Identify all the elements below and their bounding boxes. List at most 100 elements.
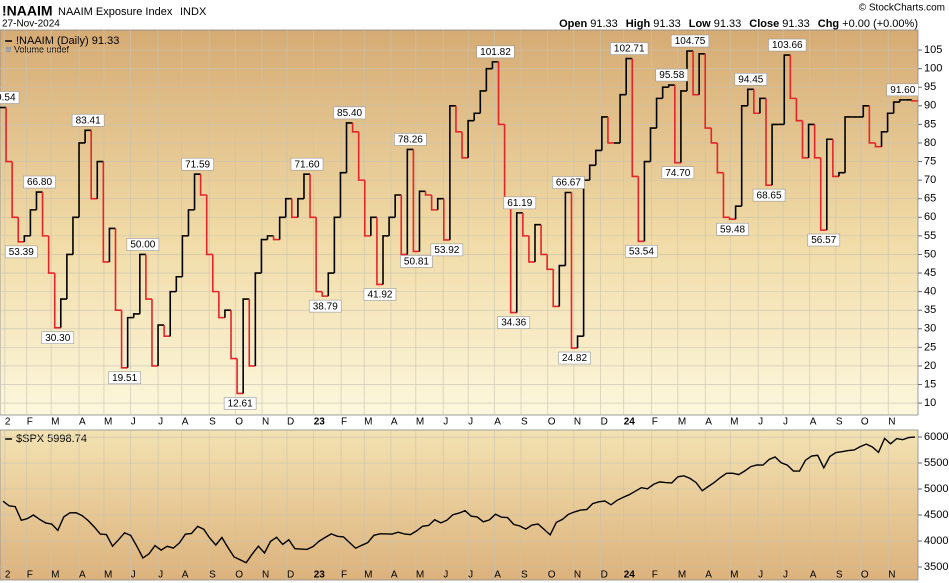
step-segment	[394, 194, 402, 218]
step-segment	[376, 217, 384, 286]
y-tick-label: 90	[924, 100, 936, 112]
step-segment	[734, 205, 742, 220]
step-segment	[807, 123, 815, 158]
data-label: 41.92	[367, 290, 392, 301]
data-label: 53.92	[434, 245, 459, 256]
label-box	[558, 351, 591, 365]
step-segment	[224, 309, 232, 318]
label-box	[430, 243, 464, 257]
x-tick-label: O	[235, 417, 243, 428]
step-segment	[291, 198, 298, 219]
step-segment	[23, 235, 31, 242]
legend-icon	[6, 47, 11, 52]
step-segment	[467, 119, 475, 158]
x-tick-label: O	[235, 570, 243, 581]
step-segment	[443, 198, 450, 241]
panel-top	[0, 29, 919, 416]
x-tick-label: A	[705, 570, 712, 581]
step-segment	[661, 86, 669, 99]
step-segment	[41, 192, 49, 237]
credit: © StockCharts.com	[859, 3, 945, 14]
x-tick-label: F	[27, 570, 33, 581]
x-tick-label: M	[730, 417, 738, 428]
x-tick-label: 23	[314, 570, 326, 581]
step-segment	[643, 160, 651, 242]
data-label: 89.54	[0, 93, 16, 104]
step-segment	[801, 120, 809, 159]
y-tick-label: 50	[924, 248, 936, 260]
step-segment	[619, 93, 627, 143]
step-segment	[278, 216, 286, 240]
step-segment	[66, 253, 73, 300]
step-segment	[345, 122, 353, 173]
step-segment	[218, 291, 225, 319]
step-segment	[576, 335, 584, 349]
step-segment	[151, 299, 159, 367]
step-segment	[284, 197, 292, 218]
step-segment	[886, 112, 894, 132]
step-segment	[795, 98, 803, 122]
step-segment	[765, 98, 773, 186]
x-tick-label: 24	[624, 417, 636, 428]
step-segment	[120, 310, 128, 369]
y-tick-label: 85	[924, 118, 936, 130]
data-label: 12.61	[228, 399, 253, 410]
label-box	[41, 331, 75, 344]
step-segment	[680, 90, 687, 163]
step-segment	[315, 217, 323, 293]
x-tick-label: S	[836, 570, 843, 581]
step-segment	[558, 264, 566, 307]
label-box	[716, 222, 749, 236]
y-tick-label: 3500	[924, 561, 948, 573]
x-tick-label: M	[51, 570, 59, 581]
label-box	[734, 72, 768, 86]
x-tick-label: A	[810, 417, 817, 428]
x-tick-label: D	[287, 570, 294, 581]
data-label: 68.65	[757, 190, 782, 201]
label-box	[223, 397, 257, 410]
data-label: 91.60	[890, 85, 915, 96]
x-tick-label: O	[861, 417, 869, 428]
quote-label: Close	[749, 18, 779, 30]
y-tick-label: 40	[924, 286, 936, 298]
step-segment	[139, 253, 146, 314]
x-tick-label: A	[79, 570, 86, 581]
step-segment	[509, 198, 517, 314]
quote-value: 91.33	[714, 18, 742, 30]
label-box	[108, 371, 141, 385]
step-segment	[911, 99, 918, 102]
step-segment	[722, 172, 730, 219]
x-tick-label: J	[443, 570, 448, 581]
x-tick-label: A	[391, 417, 398, 428]
step-segment	[193, 173, 201, 210]
data-label: 66.80	[27, 177, 52, 188]
quote-value: 91.33	[590, 18, 618, 30]
label-box	[400, 255, 433, 268]
step-segment	[692, 50, 700, 96]
y-tick-label: 20	[924, 360, 936, 372]
step-segment	[412, 149, 420, 253]
label-box	[23, 175, 56, 189]
quote-value: +0.00 (+0.00%)	[842, 18, 918, 30]
label-box	[625, 245, 658, 258]
x-tick-label: M	[678, 417, 686, 428]
data-label: 53.39	[9, 247, 34, 258]
x-tick-label: 2	[5, 417, 11, 428]
step-segment	[862, 105, 870, 117]
step-segment	[728, 217, 736, 221]
step-segment	[59, 298, 67, 328]
step-segment	[53, 273, 61, 329]
step-segment	[655, 97, 663, 129]
step-segment	[297, 197, 304, 218]
step-segment	[674, 85, 681, 164]
y-tick-label: 6000	[924, 431, 948, 443]
x-tick-label: A	[79, 417, 86, 428]
x-tick-label: F	[652, 570, 658, 581]
step-segment	[211, 254, 219, 293]
step-segment	[236, 358, 244, 395]
x-tick-label: A	[705, 417, 712, 428]
step-segment	[363, 180, 371, 237]
data-label: 50.00	[130, 240, 155, 251]
step-segment	[242, 298, 250, 394]
step-segment	[126, 316, 134, 368]
